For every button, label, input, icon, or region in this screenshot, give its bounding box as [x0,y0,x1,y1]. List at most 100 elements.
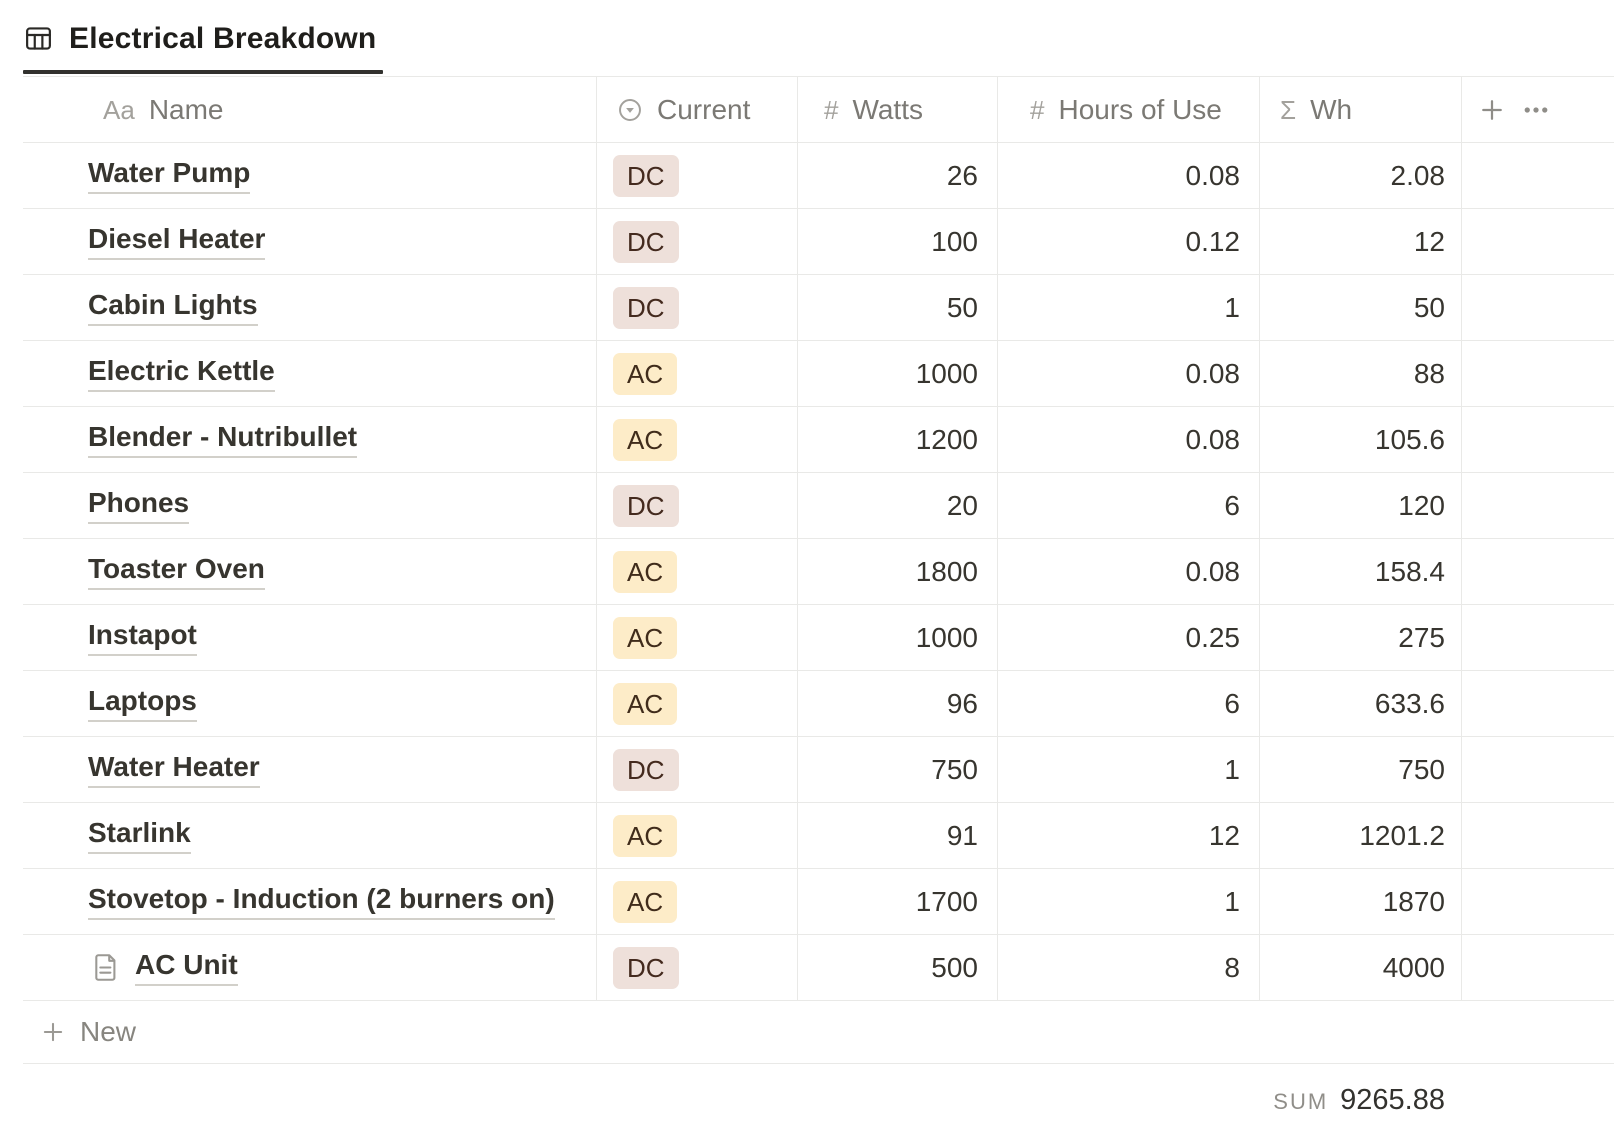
hours-of-use-cell[interactable]: 0.08 [997,407,1259,472]
column-header-wh[interactable]: Σ Wh [1259,77,1461,142]
watts-cell[interactable]: 1200 [797,407,997,472]
hours-value: 8 [1224,951,1240,983]
column-label: Current [657,93,751,125]
watts-cell[interactable]: 50 [797,275,997,340]
watts-cell[interactable]: 1000 [797,341,997,406]
current-cell[interactable]: AC [596,869,797,934]
row-title: Cabin Lights [88,289,258,327]
hours-of-use-cell[interactable]: 0.25 [997,605,1259,670]
hours-of-use-cell[interactable]: 1 [997,275,1259,340]
hours-value: 1 [1224,753,1240,785]
row-title: Toaster Oven [88,553,265,591]
wh-value: 4000 [1382,951,1445,983]
wh-cell: 633.6 [1259,671,1461,736]
name-cell[interactable]: Laptops [23,671,596,736]
current-cell[interactable]: DC [596,737,797,802]
column-header-current[interactable]: Current [596,77,797,142]
name-cell[interactable]: Phones [23,473,596,538]
watts-value: 91 [946,819,978,851]
column-label: Hours of Use [1058,93,1222,125]
hours-of-use-cell[interactable]: 0.08 [997,143,1259,208]
watts-cell[interactable]: 500 [797,935,997,1000]
watts-cell[interactable]: 26 [797,143,997,208]
wh-value: 88 [1413,357,1445,389]
name-cell[interactable]: Cabin Lights [23,275,596,340]
watts-value: 750 [931,753,978,785]
watts-cell[interactable]: 20 [797,473,997,538]
hours-of-use-cell[interactable]: 0.12 [997,209,1259,274]
current-cell[interactable]: DC [596,275,797,340]
row-title: Starlink [88,817,191,855]
name-cell[interactable]: Instapot [23,605,596,670]
row-extra-space [1461,407,1614,472]
watts-cell[interactable]: 96 [797,671,997,736]
table-options-button[interactable] [1521,95,1551,125]
watts-cell[interactable]: 100 [797,209,997,274]
wh-cell: 120 [1259,473,1461,538]
current-cell[interactable]: AC [596,539,797,604]
hours-of-use-cell[interactable]: 6 [997,671,1259,736]
current-cell[interactable]: DC [596,209,797,274]
add-column-button[interactable] [1477,95,1507,125]
column-header-watts[interactable]: # Watts [797,77,997,142]
table-row: Instapot AC 1000 0.25 275 [23,605,1614,671]
current-cell[interactable]: DC [596,473,797,538]
wh-value: 158.4 [1374,555,1445,587]
current-cell[interactable]: AC [596,671,797,736]
table-row: Electric Kettle AC 1000 0.08 88 [23,341,1614,407]
watts-cell[interactable]: 750 [797,737,997,802]
hours-of-use-cell[interactable]: 6 [997,473,1259,538]
hours-of-use-cell[interactable]: 12 [997,803,1259,868]
hours-of-use-cell[interactable]: 0.08 [997,539,1259,604]
name-cell[interactable]: Water Pump [23,143,596,208]
column-header-name[interactable]: Aa Name [23,77,596,142]
current-cell[interactable]: AC [596,341,797,406]
watts-cell[interactable]: 91 [797,803,997,868]
name-cell[interactable]: Blender - Nutribullet [23,407,596,472]
hours-of-use-cell[interactable]: 1 [997,737,1259,802]
wh-value: 12 [1413,225,1445,257]
row-extra-space [1461,473,1614,538]
new-row-label: New [80,1016,137,1047]
watts-cell[interactable]: 1000 [797,605,997,670]
table-header-row: Aa Name Current # Watts # Hours of Use Σ… [23,77,1614,143]
name-cell[interactable]: Starlink [23,803,596,868]
watts-value: 96 [946,687,978,719]
current-cell[interactable]: AC [596,407,797,472]
current-cell[interactable]: AC [596,605,797,670]
table-row: Blender - Nutribullet AC 1200 0.08 105.6 [23,407,1614,473]
hours-of-use-cell[interactable]: 1 [997,869,1259,934]
row-extra-space [1461,803,1614,868]
wh-value: 750 [1398,753,1445,785]
name-cell[interactable]: Electric Kettle [23,341,596,406]
hours-of-use-cell[interactable]: 0.08 [997,341,1259,406]
new-row-button[interactable]: New [23,1001,1614,1064]
table-row: Starlink AC 91 12 1201.2 [23,803,1614,869]
hours-value: 0.08 [1185,159,1241,191]
name-cell[interactable]: Stovetop - Induction (2 burners on) [23,869,596,934]
table-row: Stovetop - Induction (2 burners on) AC 1… [23,869,1614,935]
text-type-icon: Aa [103,94,135,125]
view-tab-table[interactable]: Electrical Breakdown [23,0,394,77]
watts-value: 1000 [915,357,978,389]
wh-value: 633.6 [1374,687,1445,719]
row-title: Water Pump [88,157,251,195]
name-cell[interactable]: Toaster Oven [23,539,596,604]
column-header-hours-of-use[interactable]: # Hours of Use [997,77,1259,142]
name-cell[interactable]: Water Heater [23,737,596,802]
current-cell[interactable]: AC [596,803,797,868]
header-actions [1461,77,1614,142]
row-extra-space [1461,275,1614,340]
watts-cell[interactable]: 1700 [797,869,997,934]
current-cell[interactable]: DC [596,143,797,208]
watts-cell[interactable]: 1800 [797,539,997,604]
name-cell[interactable]: Diesel Heater [23,209,596,274]
watts-value: 1700 [915,885,978,917]
view-title: Electrical Breakdown [69,21,377,55]
current-cell[interactable]: DC [596,935,797,1000]
table-row: Phones DC 20 6 120 [23,473,1614,539]
name-cell[interactable]: AC Unit [23,935,596,1000]
active-tab-indicator [23,70,383,74]
wh-sum-footer[interactable]: SUM 9265.88 [23,1064,1614,1142]
hours-of-use-cell[interactable]: 8 [997,935,1259,1000]
